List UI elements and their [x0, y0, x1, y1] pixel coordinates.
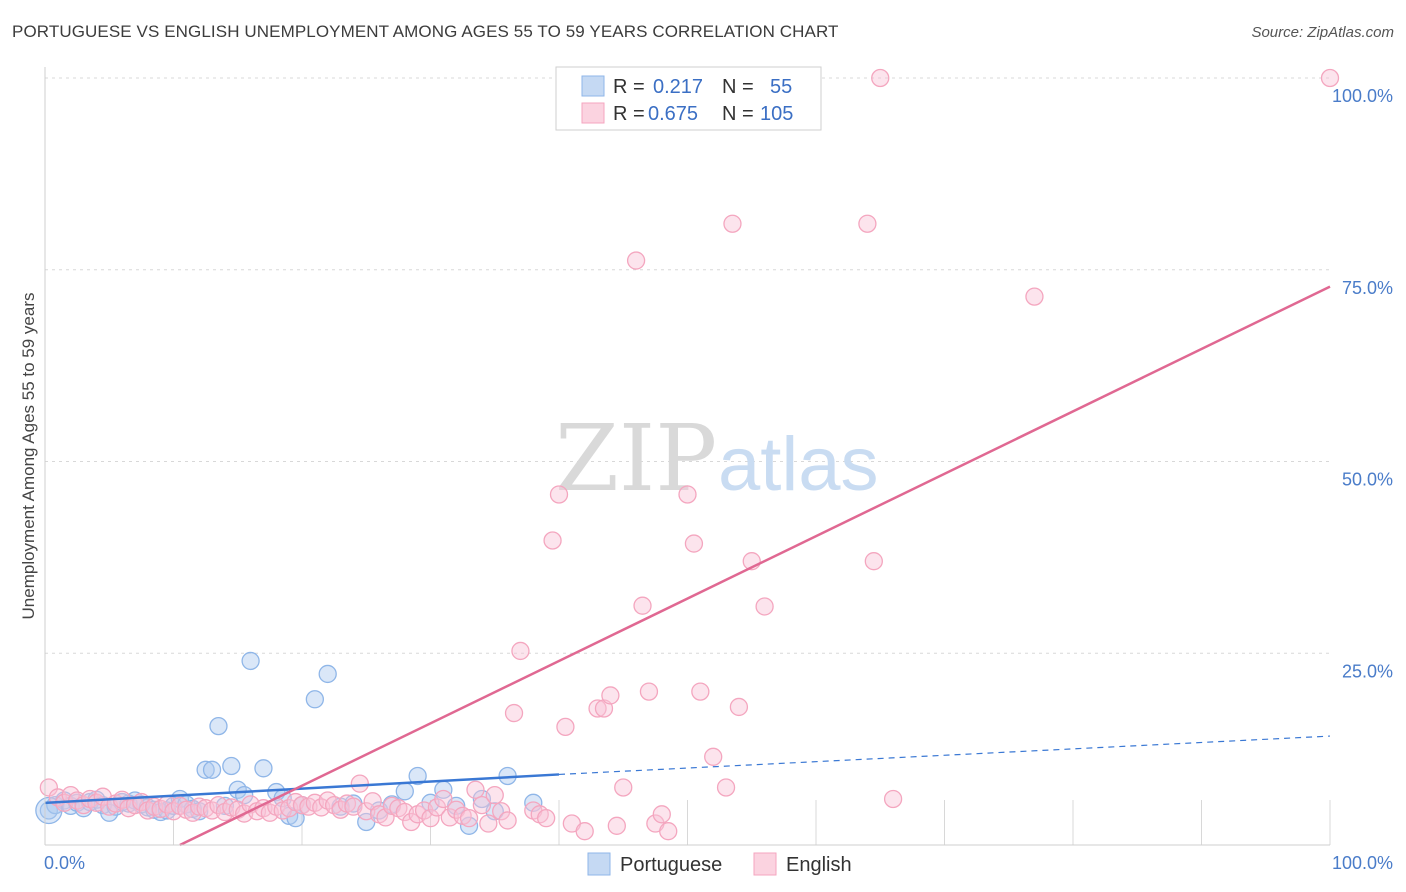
bottom-legend-swatch-english [753, 852, 777, 876]
english-point [864, 552, 883, 571]
english-point [459, 809, 479, 828]
axes: 25.0% 50.0% 75.0% 100.0% 0.0% 100.0% [44, 67, 1393, 873]
x-tick-label-1: 100.0% [1332, 853, 1393, 873]
legend-r-value-1: 0.217 [653, 76, 703, 98]
english-point [1025, 287, 1044, 306]
portuguese-point [202, 760, 222, 779]
english-point [704, 747, 723, 766]
english-point [684, 534, 704, 553]
watermark: ZIP atlas [555, 405, 879, 512]
chart-title: PORTUGUESE VS ENGLISH UNEMPLOYMENT AMONG… [12, 22, 839, 41]
bottom-legend-portuguese: Portuguese [620, 854, 722, 876]
watermark-zip: ZIP [555, 405, 717, 512]
english-point [652, 805, 671, 824]
portuguese-point [222, 756, 241, 776]
legend-n-value-1: 55 [770, 76, 792, 98]
english-point [549, 485, 569, 504]
y-tick-label-3: 100.0% [1332, 86, 1393, 106]
english-point [421, 809, 440, 828]
english-point [492, 802, 511, 821]
bottom-legend-swatch-portuguese [587, 852, 611, 876]
english-point [659, 822, 678, 841]
english-point [626, 251, 646, 270]
x-tick-label-0: 0.0% [44, 853, 85, 873]
english-point [755, 597, 774, 616]
english-point [723, 214, 742, 233]
source-credit: Source: ZipAtlas.com [1251, 24, 1394, 41]
portuguese-point [254, 759, 273, 778]
english-point [607, 816, 626, 835]
legend-n-value-2: 105 [760, 103, 793, 125]
english-point [498, 811, 517, 830]
watermark-atlas: atlas [718, 422, 879, 507]
english-point [614, 778, 633, 797]
english-point [588, 699, 607, 718]
portuguese-point [524, 793, 543, 812]
bottom-legend: Portuguese English [587, 852, 852, 876]
english-point [511, 641, 530, 661]
english-point [376, 808, 395, 827]
legend-r-label-1: R = [613, 76, 645, 98]
legend-r-value-2: 0.675 [648, 103, 698, 125]
portuguese-point [196, 760, 215, 779]
legend-r-label-2: R = [613, 103, 645, 125]
y-tick-label-0: 25.0% [1342, 661, 1393, 681]
english-point [633, 596, 652, 615]
y-tick-label-1: 50.0% [1342, 470, 1393, 490]
portuguese-point [395, 782, 414, 801]
english-point [601, 686, 620, 705]
english-point [1320, 68, 1340, 88]
english-trend-line [179, 285, 1331, 847]
legend-swatch-portuguese [581, 75, 605, 97]
english-point [543, 531, 562, 550]
y-axis-title: Unemployment Among Ages 55 to 59 years [19, 293, 38, 620]
trend-lines [44, 285, 1331, 847]
english-point [485, 785, 504, 805]
english-point [350, 774, 369, 793]
english-point [729, 697, 749, 717]
portuguese-point [408, 766, 427, 786]
english-point [466, 780, 485, 799]
portuguese-trend-line [44, 773, 560, 805]
english-point [434, 789, 453, 809]
english-point [639, 682, 659, 701]
english-point [691, 682, 710, 701]
portuguese-point [241, 651, 260, 671]
english-point [472, 795, 492, 815]
english-point [858, 214, 877, 233]
english-point [537, 809, 556, 828]
english-point [678, 485, 697, 504]
english-point [716, 778, 736, 797]
portuguese-point [305, 690, 325, 709]
english-point [871, 68, 890, 88]
english-point [504, 703, 524, 723]
portuguese-point [459, 816, 479, 835]
english-point [479, 814, 498, 833]
english-points [39, 68, 1340, 841]
legend-n-label-2: N = [722, 103, 754, 125]
legend-box: R = 0.217 N = 55 R = 0.675 N = 105 [555, 66, 822, 131]
english-point [883, 789, 903, 809]
legend-swatch-english [581, 102, 605, 124]
y-tick-label-2: 75.0% [1342, 278, 1393, 298]
english-point [556, 717, 575, 737]
portuguese-point [209, 716, 228, 736]
portuguese-point [318, 664, 337, 684]
legend-n-label-1: N = [722, 76, 754, 98]
bottom-legend-english: English [786, 854, 852, 876]
english-point [575, 822, 594, 841]
portuguese-trend-extension [558, 735, 1331, 776]
